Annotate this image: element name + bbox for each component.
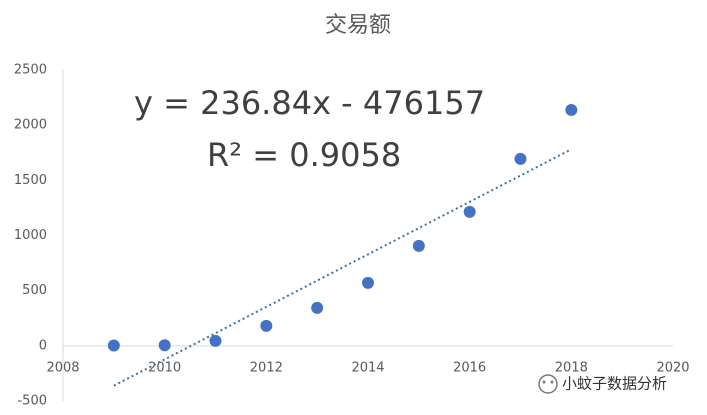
point — [209, 334, 222, 347]
x-tick-label: 2020 — [656, 360, 689, 375]
x-tick-label: 2012 — [250, 360, 283, 375]
point — [463, 205, 476, 218]
x-tick-label: 2008 — [46, 360, 79, 375]
point — [107, 339, 120, 352]
trendline-equation: y = 236.84x - 476157 — [134, 84, 485, 122]
y-tick-label: 2500 — [14, 63, 47, 78]
y-tick-label: -500 — [17, 394, 47, 409]
x-tick-label: 2010 — [148, 360, 181, 375]
watermark: 小蚊子数据分析 — [562, 375, 667, 393]
point — [565, 103, 578, 116]
y-tick-label: 2000 — [14, 118, 47, 133]
watermark-icon — [538, 374, 558, 394]
y-tick-label: 500 — [22, 283, 47, 298]
x-tick-label: 2018 — [555, 360, 588, 375]
point — [362, 276, 374, 289]
point — [260, 319, 273, 332]
point — [412, 239, 425, 252]
y-tick-label: 1000 — [14, 228, 47, 243]
point — [158, 339, 171, 352]
chart-title: 交易额 — [325, 13, 391, 38]
point — [514, 152, 527, 165]
x-tick-label: 2014 — [351, 360, 384, 375]
y-tick-label: 0 — [39, 338, 47, 353]
trendline — [113, 148, 572, 387]
point — [311, 301, 324, 314]
r-squared: R² = 0.9058 — [207, 136, 401, 174]
x-tick-label: 2016 — [453, 360, 486, 375]
y-tick-label: 1500 — [14, 173, 47, 188]
